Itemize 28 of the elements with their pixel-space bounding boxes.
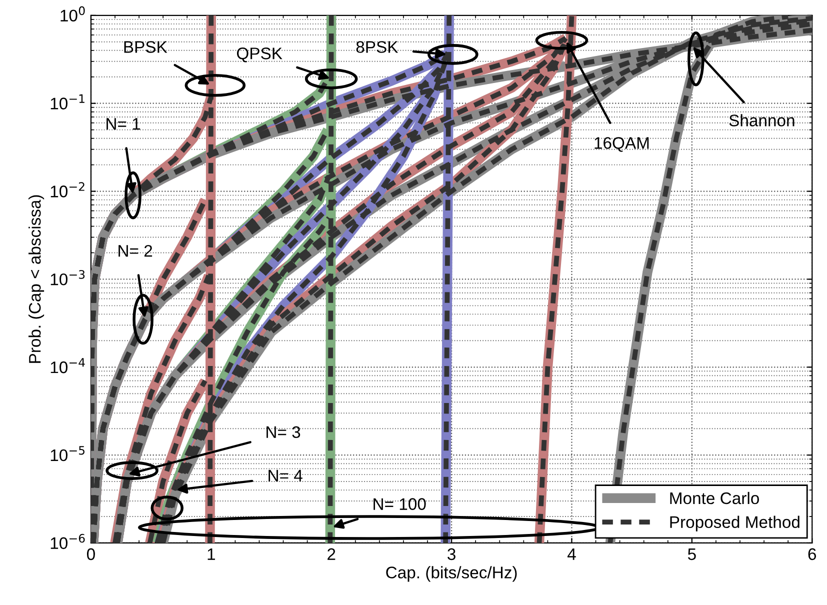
x-tick-label: 6 [808,548,816,560]
annotation: N= 100 [374,498,426,510]
y-tick-label: 10$^{0}$ [60,6,85,22]
annotation: 8PSK [356,41,398,53]
x-tick-label: 0 [86,548,95,560]
legend-label: Monte Carlo [670,492,759,504]
y-axis-title: Prob. (Cap < abscissa) [28,195,44,363]
x-axis-title: Cap. (bits/sec/Hz) [386,566,517,582]
y-tick-label: 10$^{−4}$ [50,358,85,374]
y-tick-label: 10$^{−5}$ [50,446,84,462]
annotation: 16QAM [594,137,649,152]
y-tick-label: 10$^{−1}$ [50,94,84,110]
y-tick-label: 10$^{−2}$ [50,182,84,198]
annotation: N= 4 [268,470,302,482]
x-tick-label: 5 [688,548,696,560]
legend-label: Proposed Method [670,516,800,532]
y-tick-label: 10$^{−6}$ [50,534,85,550]
x-tick-label: 1 [208,548,215,560]
x-tick-label: 4 [567,548,576,560]
annotation: N= 3 [266,426,300,438]
y-tick-label: 10$^{−3}$ [50,270,85,286]
annotation: N= 2 [118,244,152,257]
annotation: QPSK [236,48,282,62]
x-tick-label: 2 [328,548,336,560]
annotation: N= 1 [106,118,140,130]
annotation: Shannon [729,114,794,126]
annotation: BPSK [124,41,168,53]
x-tick-label: 3 [448,548,456,560]
